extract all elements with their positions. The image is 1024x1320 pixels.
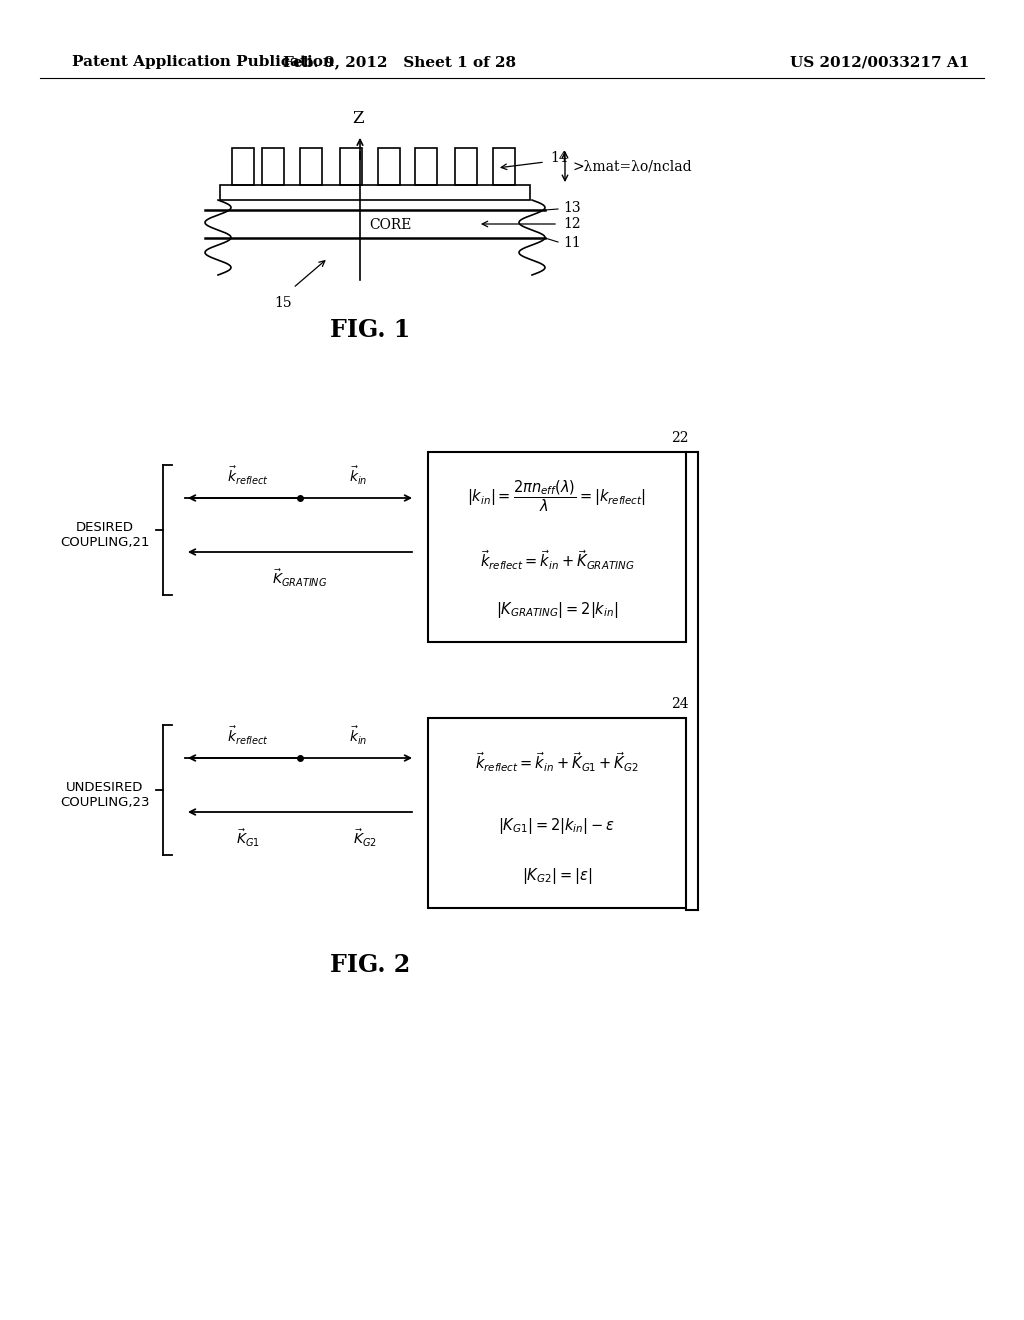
Text: FIG. 2: FIG. 2 [330, 953, 411, 977]
Text: >λmat=λo/nclad: >λmat=λo/nclad [573, 160, 692, 173]
Bar [340, 148, 362, 185]
Text: 11: 11 [563, 236, 581, 249]
Text: $\vec{k}_{reflect}=\vec{k}_{in}+\vec{K}_{GRATING}$: $\vec{k}_{reflect}=\vec{k}_{in}+\vec{K}_… [480, 548, 634, 572]
Text: US 2012/0033217 A1: US 2012/0033217 A1 [790, 55, 970, 69]
Text: $|K_{G1}|=2|k_{in}|-\varepsilon$: $|K_{G1}|=2|k_{in}|-\varepsilon$ [499, 816, 615, 836]
Bar [378, 148, 400, 185]
Bar [428, 451, 686, 642]
Bar [415, 148, 437, 185]
Text: $\vec{k}_{reflect}$: $\vec{k}_{reflect}$ [227, 725, 269, 747]
Bar [232, 148, 254, 185]
Text: $\vec{k}_{reflect}=\vec{k}_{in}+\vec{K}_{G1}+\vec{K}_{G2}$: $\vec{k}_{reflect}=\vec{k}_{in}+\vec{K}_… [475, 750, 639, 774]
Text: Z: Z [352, 110, 364, 127]
Bar [493, 148, 515, 185]
Text: $|K_{G2}|=|\varepsilon|$: $|K_{G2}|=|\varepsilon|$ [522, 866, 592, 886]
Text: $\vec{k}_{in}$: $\vec{k}_{in}$ [349, 725, 368, 747]
Text: $|k_{in}|=\dfrac{2\pi n_{eff}(\lambda)}{\lambda}=|k_{reflect}|$: $|k_{in}|=\dfrac{2\pi n_{eff}(\lambda)}{… [467, 478, 646, 513]
Text: $\vec{K}_{G1}$: $\vec{K}_{G1}$ [236, 828, 260, 849]
Text: Patent Application Publication: Patent Application Publication [72, 55, 334, 69]
Text: CORE: CORE [369, 218, 412, 232]
Bar [455, 148, 477, 185]
Bar [262, 148, 284, 185]
Text: 15: 15 [274, 296, 292, 310]
Text: 24: 24 [671, 697, 689, 711]
Text: 13: 13 [563, 201, 581, 215]
Bar [300, 148, 322, 185]
Bar [428, 718, 686, 908]
Text: $\vec{K}_{GRATING}$: $\vec{K}_{GRATING}$ [272, 568, 328, 589]
Bar [220, 185, 530, 201]
Text: UNDESIRED
COUPLING,23: UNDESIRED COUPLING,23 [60, 781, 150, 809]
Text: $\vec{k}_{reflect}$: $\vec{k}_{reflect}$ [227, 465, 269, 487]
Text: 14: 14 [550, 150, 567, 165]
Text: 22: 22 [672, 432, 689, 445]
Text: $\vec{K}_{G2}$: $\vec{K}_{G2}$ [353, 828, 377, 849]
Text: Feb. 9, 2012   Sheet 1 of 28: Feb. 9, 2012 Sheet 1 of 28 [284, 55, 516, 69]
Text: FIG. 1: FIG. 1 [330, 318, 411, 342]
Text: $\vec{k}_{in}$: $\vec{k}_{in}$ [349, 465, 368, 487]
Text: $|K_{GRATING}|=2|k_{in}|$: $|K_{GRATING}|=2|k_{in}|$ [496, 601, 618, 620]
Text: 12: 12 [563, 216, 581, 231]
Text: DESIRED
COUPLING,21: DESIRED COUPLING,21 [60, 521, 150, 549]
